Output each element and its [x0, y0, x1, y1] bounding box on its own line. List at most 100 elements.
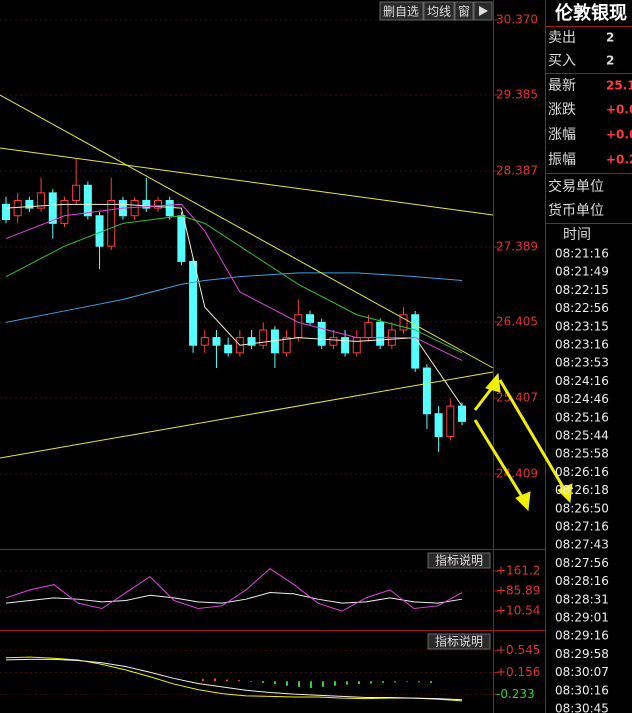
y-tick-label: +10.54 [496, 603, 540, 617]
time-header: 时间 [563, 227, 591, 243]
series-line [5, 658, 463, 701]
series-line [5, 272, 463, 323]
row-value: +0.2 [606, 153, 632, 167]
trade-time: 08:26:50 [555, 501, 609, 515]
trade-time: 08:29:01 [555, 611, 609, 625]
button[interactable] [427, 633, 491, 650]
arrow-head [515, 491, 531, 512]
quote-panel: 伦敦银现 卖出 2 买入 2 最新 25.1 涨跌 +0.0 涨幅 +0.0 振幅 +0.2交易单位货… [548, 2, 632, 713]
trade-time: 08:30:16 [555, 683, 609, 697]
candle-body [107, 200, 116, 247]
button-label[interactable]: 指标说明 [435, 553, 483, 568]
arrow-head [485, 372, 501, 393]
unit-label: 货币单位 [548, 202, 604, 219]
candle-body [13, 200, 22, 217]
candle-body [224, 344, 233, 354]
candle-body [306, 314, 314, 323]
trade-time: 08:28:31 [555, 592, 609, 606]
row-label: 涨跌 [548, 102, 576, 118]
y-tick-label: -0.233 [496, 687, 535, 701]
y-tick-label: +0.156 [496, 665, 540, 679]
trade-time: 08:25:16 [555, 410, 609, 424]
candle-body [259, 329, 268, 346]
button[interactable] [423, 1, 455, 21]
y-tick-label: 24.409 [496, 466, 538, 480]
row-label: 振幅 [548, 152, 576, 168]
toolbar: 删自选 均线 窗 [379, 1, 493, 21]
y-tick-label: +161.2 [496, 563, 540, 577]
candle-body [83, 184, 92, 217]
instrument-title: 伦敦银现 [555, 2, 627, 24]
candle-body [329, 337, 338, 346]
candle-body [317, 321, 326, 346]
series-line [5, 568, 463, 612]
trend-line [0, 147, 494, 216]
trade-time: 08:23:53 [555, 356, 609, 370]
y-tick-label: +85.89 [496, 583, 540, 597]
trade-time: 08:26:18 [555, 483, 609, 497]
arrow [473, 419, 526, 501]
trade-time: 08:24:46 [555, 392, 609, 406]
candle-body [411, 314, 420, 369]
y-tick-label: 26.405 [496, 314, 538, 328]
arrow [498, 379, 568, 493]
y-tick-label: +0.545 [496, 643, 540, 657]
series-line [5, 592, 463, 604]
candle-body [48, 192, 57, 224]
unit-label: 交易单位 [548, 178, 604, 195]
candle-body [165, 200, 174, 217]
arrow-head [557, 483, 573, 504]
y-tick-label: 29.385 [496, 88, 538, 102]
trade-time: 08:21:49 [555, 265, 609, 279]
candle-body [130, 200, 139, 217]
row-value: 2 [606, 54, 614, 68]
trade-time: 08:28:16 [555, 574, 609, 588]
button-label[interactable]: 删自选 [383, 5, 419, 19]
candle-body [247, 337, 256, 346]
trade-time: 08:30:07 [555, 665, 609, 679]
row-value: +0.0 [606, 128, 632, 142]
trade-time: 08:29:58 [555, 647, 609, 661]
series-line [5, 203, 463, 407]
candle-body [352, 337, 361, 354]
trade-time: 08:23:16 [555, 338, 609, 352]
button-label[interactable]: 窗 [458, 5, 470, 19]
trade-time: 08:29:16 [555, 629, 609, 643]
series-line [5, 203, 463, 361]
row-value: +0.0 [606, 103, 632, 117]
trade-time: 08:25:44 [555, 429, 609, 443]
trade-time: 08:27:16 [555, 520, 609, 534]
button[interactable] [379, 1, 424, 21]
trade-time: 08:22:15 [555, 283, 609, 297]
trade-time: 08:21:16 [555, 247, 609, 261]
button[interactable] [454, 1, 474, 21]
button-label[interactable]: 均线 [427, 5, 451, 19]
button[interactable] [427, 552, 491, 569]
candle-body [154, 200, 162, 209]
trade-time: 08:24:16 [555, 374, 609, 388]
trade-time: 08:25:58 [555, 447, 609, 461]
row-label: 涨幅 [548, 127, 576, 143]
candle-body [399, 314, 408, 331]
trade-time: 08:22:56 [555, 301, 609, 315]
y-tick-label: 25.407 [496, 390, 538, 404]
trend-lines [0, 94, 494, 459]
button-label[interactable]: 指标说明 [435, 634, 483, 649]
trend-line [0, 371, 494, 459]
arrows [473, 372, 573, 512]
y-tick-label: 27.389 [496, 240, 538, 254]
candle-body [434, 413, 443, 438]
candle-body [341, 337, 350, 354]
trade-time: 08:23:15 [555, 319, 609, 333]
candle-body [446, 405, 455, 438]
y-tick-label: 30.370 [496, 13, 538, 27]
row-label: 卖出 [548, 30, 576, 46]
candle-body [177, 215, 186, 262]
trade-time: 08:27:56 [555, 556, 609, 570]
trade-time: 08:27:43 [555, 538, 609, 552]
candle-body [376, 321, 385, 346]
candle-body [282, 337, 291, 354]
